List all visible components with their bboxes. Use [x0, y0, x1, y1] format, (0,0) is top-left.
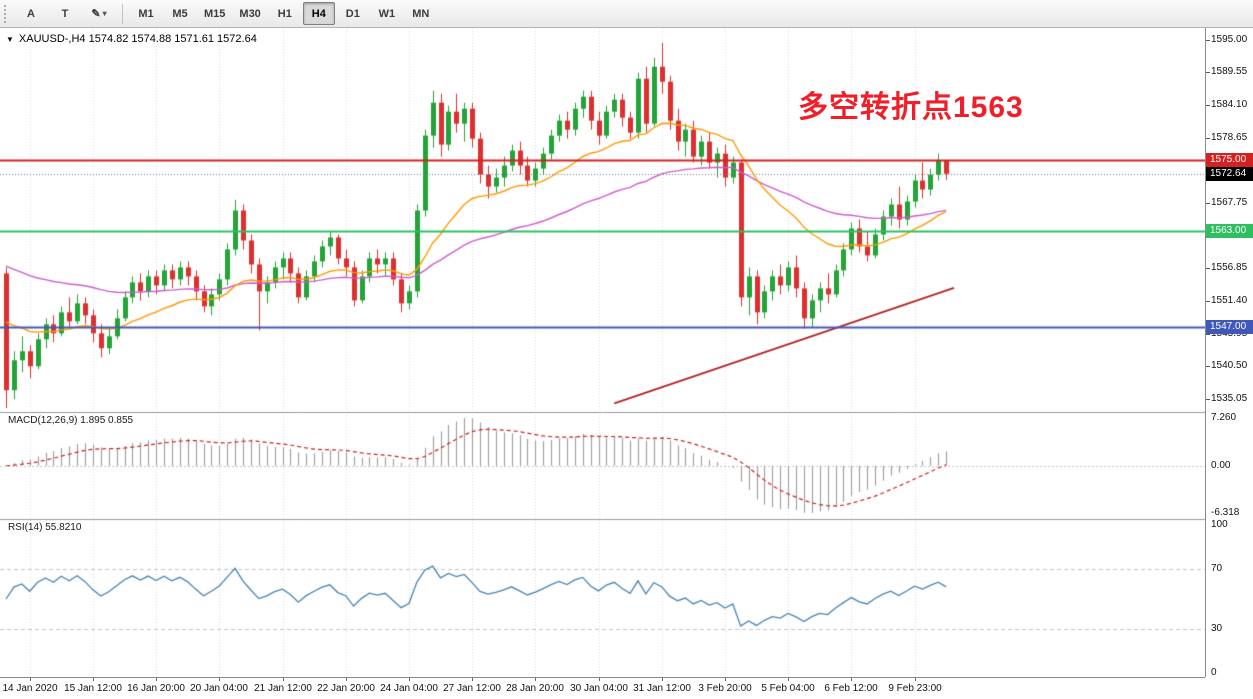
- arrow-tool-icon: A: [27, 7, 35, 20]
- time-axis-tick: [219, 678, 220, 681]
- price-axis-tick: [1206, 105, 1210, 106]
- price-tick-label: 1556.85: [1211, 262, 1248, 273]
- time-axis-label: 3 Feb 20:00: [698, 683, 752, 694]
- current-price-badge: 1572.64: [1206, 167, 1253, 181]
- time-axis-label: 9 Feb 23:00: [888, 683, 942, 694]
- rsi-tick-label: 100: [1211, 519, 1228, 530]
- panel-separator-macd[interactable]: [0, 408, 1205, 416]
- price-axis-tick: [1206, 203, 1210, 204]
- macd-tick-label: 0.00: [1211, 460, 1231, 471]
- price-tick-label: 1595.00: [1211, 34, 1248, 45]
- time-axis-tick: [851, 678, 852, 681]
- time-axis-label: 27 Jan 12:00: [443, 683, 501, 694]
- rsi-tick-label: 30: [1211, 623, 1223, 634]
- price-axis-tick: [1206, 334, 1210, 335]
- price-chart-canvas[interactable]: [0, 28, 1205, 677]
- time-axis-label: 31 Jan 12:00: [633, 683, 691, 694]
- price-tick-label: 1567.75: [1211, 197, 1248, 208]
- timeframe-m1-button[interactable]: M1: [138, 7, 154, 20]
- price-tick-label: 1589.55: [1211, 66, 1248, 77]
- time-axis[interactable]: 14 Jan 2020 15 Jan 12:00 16 Jan 20:00 20 Ja…: [0, 677, 1205, 699]
- price-axis-tick: [1206, 366, 1210, 367]
- time-axis-label: 30 Jan 04:00: [570, 683, 628, 694]
- symbol-dropdown-arrow-icon[interactable]: ▼: [6, 34, 14, 44]
- chart-title-row: ▼ XAUUSD-,H4 1574.82 1574.88 1571.61 157…: [6, 33, 257, 45]
- timeframe-mn-button[interactable]: MN: [412, 7, 430, 20]
- time-axis-label: 15 Jan 12:00: [64, 683, 122, 694]
- time-axis-tick: [535, 678, 536, 681]
- price-axis-tick: [1206, 40, 1210, 41]
- macd-label: MACD(12,26,9) 1.895 0.855: [8, 415, 134, 426]
- price-axis-tick: [1206, 399, 1210, 400]
- time-axis-tick: [409, 678, 410, 681]
- rsi-label: RSI(14) 55.8210: [8, 522, 82, 533]
- macd-tick-label: -6.318: [1211, 507, 1240, 518]
- arrow-tool-button[interactable]: A: [15, 2, 47, 25]
- price-level-badge: 1575.00: [1206, 153, 1253, 167]
- timeframe-w1-button[interactable]: W1: [378, 7, 396, 20]
- price-axis-tick: [1206, 301, 1210, 302]
- price-tick-label: 1551.40: [1211, 295, 1248, 306]
- price-level-badge: 1547.00: [1206, 320, 1253, 334]
- toolbar-handle[interactable]: [4, 4, 10, 23]
- timeframe-m5-button[interactable]: M5: [172, 7, 188, 20]
- price-axis-tick: [1206, 268, 1210, 269]
- time-axis-tick: [788, 678, 789, 681]
- timeframe-h4-button[interactable]: H4: [302, 2, 335, 25]
- time-axis-tick: [662, 678, 663, 681]
- time-axis-tick: [915, 678, 916, 681]
- time-axis-label: 21 Jan 12:00: [254, 683, 312, 694]
- time-axis-tick: [599, 678, 600, 681]
- price-tick-label: 1578.65: [1211, 132, 1248, 143]
- chart-annotation[interactable]: 多空转折点1563: [798, 91, 1024, 124]
- tool-button-group: A T ✎ ▾: [14, 2, 116, 25]
- time-axis-label: 6 Feb 12:00: [824, 683, 878, 694]
- chart-title: XAUUSD-,H4 1574.82 1574.88 1571.61 1572.…: [18, 33, 257, 45]
- time-axis-label: 22 Jan 20:00: [317, 683, 375, 694]
- price-level-badge: 1563.00: [1206, 224, 1253, 238]
- macd-tick-label: 7.260: [1211, 412, 1237, 423]
- text-tool-button[interactable]: T: [49, 2, 81, 25]
- dropdown-arrow-icon: ▾: [102, 9, 107, 18]
- timeframe-button-group: M1 M5 M15 M30 H1 H4 D1 W1 MN: [129, 2, 438, 25]
- price-tick-label: 1584.10: [1211, 99, 1248, 110]
- timeframe-d1-button[interactable]: D1: [345, 7, 360, 20]
- time-axis-label: 16 Jan 20:00: [127, 683, 185, 694]
- panel-separator-rsi[interactable]: [0, 515, 1205, 523]
- draw-tool-button[interactable]: ✎ ▾: [83, 2, 115, 25]
- time-axis-label: 20 Jan 04:00: [190, 683, 248, 694]
- draw-tool-icon: ✎: [91, 8, 101, 20]
- time-axis-tick: [472, 678, 473, 681]
- toolbar: A T ✎ ▾ M1 M5 M15 M30 H1 H4 D1 W1 MN: [0, 0, 1253, 28]
- timeframe-m30-button[interactable]: M30: [239, 7, 261, 20]
- time-axis-tick: [30, 678, 31, 681]
- price-tick-label: 1535.05: [1211, 393, 1248, 404]
- time-axis-tick: [725, 678, 726, 681]
- price-axis-tick: [1206, 72, 1210, 73]
- rsi-tick-label: 70: [1211, 563, 1223, 574]
- time-axis-tick: [156, 678, 157, 681]
- time-axis-label: 24 Jan 04:00: [380, 683, 438, 694]
- time-axis-label: 5 Feb 04:00: [761, 683, 815, 694]
- toolbar-separator: [122, 3, 123, 24]
- timeframe-h1-button[interactable]: H1: [277, 7, 292, 20]
- price-tick-label: 1540.50: [1211, 360, 1248, 371]
- rsi-tick-label: 0: [1211, 667, 1217, 678]
- time-axis-tick: [93, 678, 94, 681]
- time-axis-tick: [346, 678, 347, 681]
- time-axis-tick: [283, 678, 284, 681]
- time-axis-label: 14 Jan 2020: [2, 683, 58, 694]
- price-axis-tick: [1206, 138, 1210, 139]
- text-tool-icon: T: [61, 7, 69, 20]
- time-axis-label: 28 Jan 20:00: [506, 683, 564, 694]
- timeframe-m15-button[interactable]: M15: [204, 7, 226, 20]
- price-axis[interactable]: 1595.001589.551584.101578.651573.201567.…: [1205, 28, 1253, 678]
